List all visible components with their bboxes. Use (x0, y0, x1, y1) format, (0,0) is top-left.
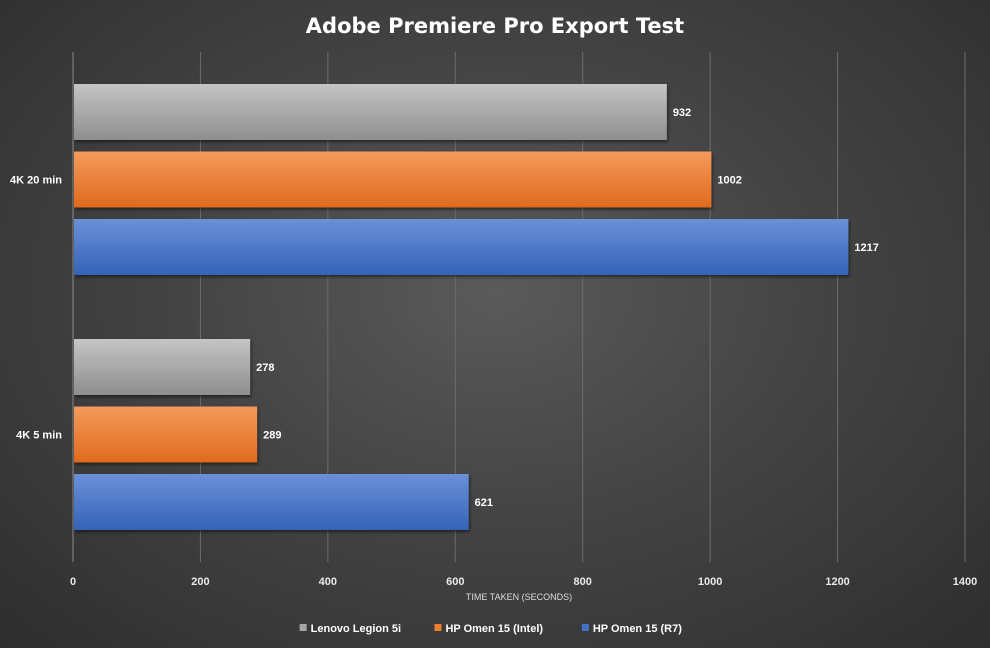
legend-label: HP Omen 15 (Intel) (445, 623, 543, 635)
bar (74, 151, 712, 208)
legend-item: HP Omen 15 (R7) (581, 623, 682, 635)
x-tick-label: 200 (191, 576, 209, 588)
bar (74, 84, 667, 140)
data-label: 1217 (854, 242, 878, 254)
data-label: 932 (673, 107, 691, 119)
data-label: 1002 (717, 175, 741, 187)
legend-item: HP Omen 15 (Intel) (434, 623, 543, 635)
plot-area: 932 1002 1217 278 289 621 (74, 84, 879, 530)
legend-swatch (299, 624, 307, 631)
bar (74, 406, 258, 463)
y-axis: 4K 20 min 4K 5 min (10, 52, 74, 562)
data-label: 621 (475, 497, 493, 509)
category-label: 4K 20 min (10, 175, 62, 187)
x-tick-label: 1000 (698, 576, 722, 588)
data-label: 289 (263, 430, 281, 442)
x-tick-label: 800 (574, 576, 592, 588)
x-tick-label: 0 (70, 576, 76, 588)
x-tick-label: 1400 (953, 576, 977, 588)
legend-swatch (434, 624, 442, 631)
legend-label: HP Omen 15 (R7) (593, 623, 682, 635)
legend-label: Lenovo Legion 5i (311, 623, 401, 635)
category-label: 4K 5 min (16, 430, 62, 442)
legend-item: Lenovo Legion 5i (299, 623, 401, 635)
data-label: 278 (256, 362, 274, 374)
bar (74, 219, 849, 275)
bar (74, 474, 469, 530)
x-tick-label: 1200 (825, 576, 849, 588)
x-axis-title: TIME TAKEN (SECONDS) (466, 592, 572, 602)
x-tick-label: 600 (446, 576, 464, 588)
chart-title: Adobe Premiere Pro Export Test (306, 14, 684, 38)
x-tick-label: 400 (319, 576, 337, 588)
legend-swatch (581, 624, 589, 631)
x-axis: 0 200 400 600 800 1000 1200 1400 (70, 576, 977, 588)
legend: Lenovo Legion 5i HP Omen 15 (Intel) HP Ome… (299, 623, 682, 635)
bar (74, 339, 251, 395)
